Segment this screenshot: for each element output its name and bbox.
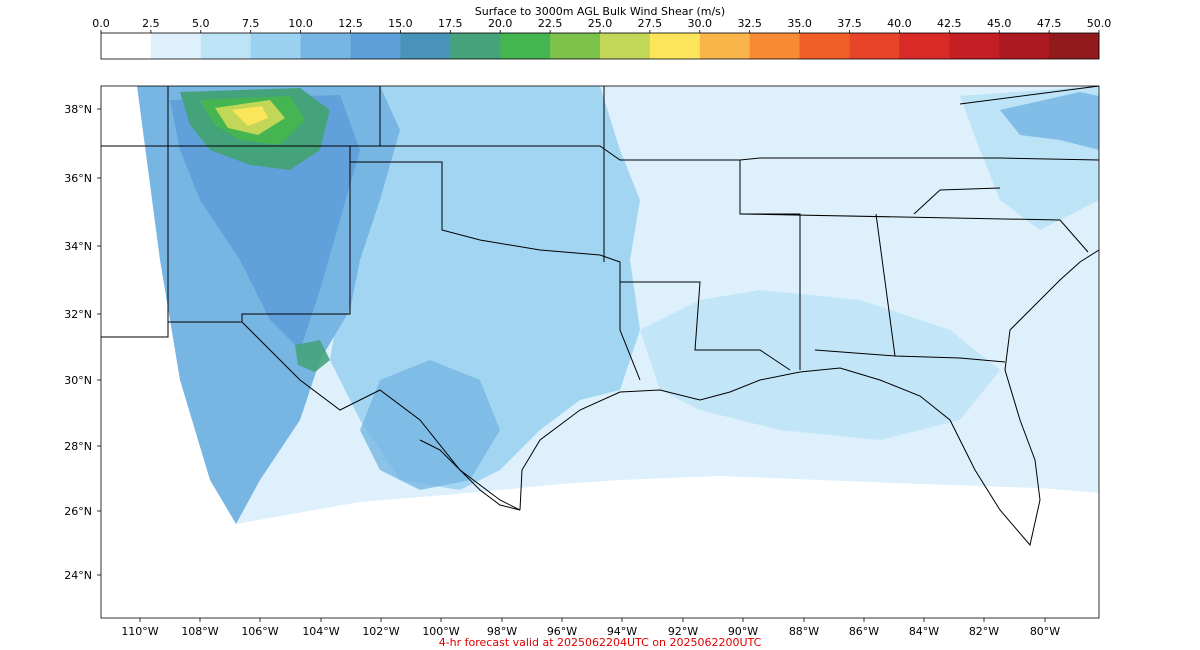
map-frame bbox=[100, 85, 1100, 619]
longitude-label: 102°W bbox=[362, 625, 399, 638]
colorbar-segment bbox=[749, 33, 801, 59]
colorbar-tick-label: 37.5 bbox=[837, 17, 862, 30]
latitude-label: 36°N bbox=[64, 172, 92, 185]
colorbar-tick-label: 45.0 bbox=[987, 17, 1012, 30]
colorbar-tick-label: 32.5 bbox=[737, 17, 762, 30]
colorbar-tick-label: 7.5 bbox=[242, 17, 260, 30]
colorbar-segment bbox=[949, 33, 1000, 59]
longitude-label: 88°W bbox=[789, 625, 819, 638]
coastline-mexico bbox=[419, 439, 521, 511]
colorbar-tick-label: 12.5 bbox=[338, 17, 363, 30]
colorbar-tick-label: 47.5 bbox=[1037, 17, 1062, 30]
colorbar: 0.0 2.5 5.0 7.5 10.0 12.5 15.0 17.5 20.0 22.5 25.0… bbox=[92, 17, 1112, 60]
colorbar-segment bbox=[899, 33, 950, 59]
map-panel bbox=[100, 85, 1100, 619]
shear-27-patch-colorado bbox=[232, 106, 268, 126]
longitude-label: 84°W bbox=[909, 625, 939, 638]
colorbar-tick-label: 22.5 bbox=[538, 17, 563, 30]
shear-17-patch-newmexico bbox=[295, 340, 330, 372]
colorbar-segment bbox=[250, 33, 302, 59]
colorbar-tick-label: 0.0 bbox=[92, 17, 110, 30]
latitude-label: 34°N bbox=[64, 240, 92, 253]
state-borders bbox=[101, 85, 1100, 511]
latitude-label: 32°N bbox=[64, 308, 92, 321]
longitude-label: 106°W bbox=[241, 625, 278, 638]
colorbar-segment bbox=[999, 33, 1050, 59]
longitude-label: 96°W bbox=[547, 625, 577, 638]
shear-12-band-west-core bbox=[170, 95, 360, 350]
longitude-label: 104°W bbox=[302, 625, 339, 638]
colorbar-segment bbox=[101, 33, 152, 59]
colorbar-title: Surface to 3000m AGL Bulk Wind Shear (m/… bbox=[474, 5, 726, 18]
colorbar-segment bbox=[1049, 33, 1100, 59]
colorbar-segment bbox=[300, 33, 351, 59]
longitude-label: 86°W bbox=[849, 625, 879, 638]
colorbar-tick-label: 27.5 bbox=[638, 17, 663, 30]
longitude-label: 82°W bbox=[969, 625, 999, 638]
forecast-valid-text: 4-hr forecast valid at 2025062204UTC on … bbox=[438, 636, 762, 649]
latitude-label: 28°N bbox=[64, 440, 92, 453]
colorbar-segment bbox=[150, 33, 202, 59]
coastline-gulf bbox=[519, 249, 1100, 547]
latitude-label: 30°N bbox=[64, 374, 92, 387]
colorbar-segment bbox=[649, 33, 701, 59]
colorbar-segment bbox=[849, 33, 900, 59]
longitude-label: 92°W bbox=[668, 625, 698, 638]
longitude-label: 100°W bbox=[422, 625, 459, 638]
longitude-label: 80°W bbox=[1030, 625, 1060, 638]
latitude-label: 38°N bbox=[64, 103, 92, 116]
colorbar-tick-label: 30.0 bbox=[688, 17, 713, 30]
colorbar-segment bbox=[600, 33, 651, 59]
shear-10-patch-ohio bbox=[1000, 92, 1099, 150]
latitude-label: 26°N bbox=[64, 505, 92, 518]
longitude-label: 110°W bbox=[121, 625, 158, 638]
longitude-label: 94°W bbox=[607, 625, 637, 638]
colorbar-tick-label: 25.0 bbox=[588, 17, 613, 30]
longitude-label: 98°W bbox=[487, 625, 517, 638]
colorbar-tick-label: 20.0 bbox=[488, 17, 513, 30]
colorbar-segment bbox=[450, 33, 501, 59]
colorbar-tick-label: 15.0 bbox=[388, 17, 413, 30]
longitude-labels: 110°W 108°W 106°W 104°W 102°W 100°W 98°W 96°W 94… bbox=[121, 618, 1060, 638]
shear-15-band-texas bbox=[360, 360, 500, 490]
longitude-label: 90°W bbox=[728, 625, 758, 638]
latitude-labels: 38°N 36°N 34°N 32°N 30°N 28°N 26°N 24°N bbox=[64, 103, 101, 582]
colorbar-tick-label: 10.0 bbox=[288, 17, 313, 30]
colorbar-segment bbox=[350, 33, 401, 59]
colorbar-segment bbox=[400, 33, 451, 59]
colorbar-segment bbox=[699, 33, 751, 59]
colorbar-segment bbox=[500, 33, 551, 59]
colorbar-tick-label: 35.0 bbox=[787, 17, 812, 30]
colorbar-tick-label: 5.0 bbox=[192, 17, 210, 30]
shear-7-band-south bbox=[640, 290, 1000, 440]
colorbar-segment bbox=[550, 33, 601, 59]
colorbar-tick-label: 2.5 bbox=[142, 17, 160, 30]
colorbar-tick-label: 17.5 bbox=[438, 17, 463, 30]
colorbar-tick-label: 40.0 bbox=[887, 17, 912, 30]
colorbar-segment bbox=[799, 33, 850, 59]
colorbar-tick-label: 50.0 bbox=[1087, 17, 1112, 30]
latitude-label: 24°N bbox=[64, 569, 92, 582]
colorbar-tick-label: 42.5 bbox=[937, 17, 962, 30]
longitude-label: 108°W bbox=[181, 625, 218, 638]
colorbar-segment bbox=[200, 33, 252, 59]
